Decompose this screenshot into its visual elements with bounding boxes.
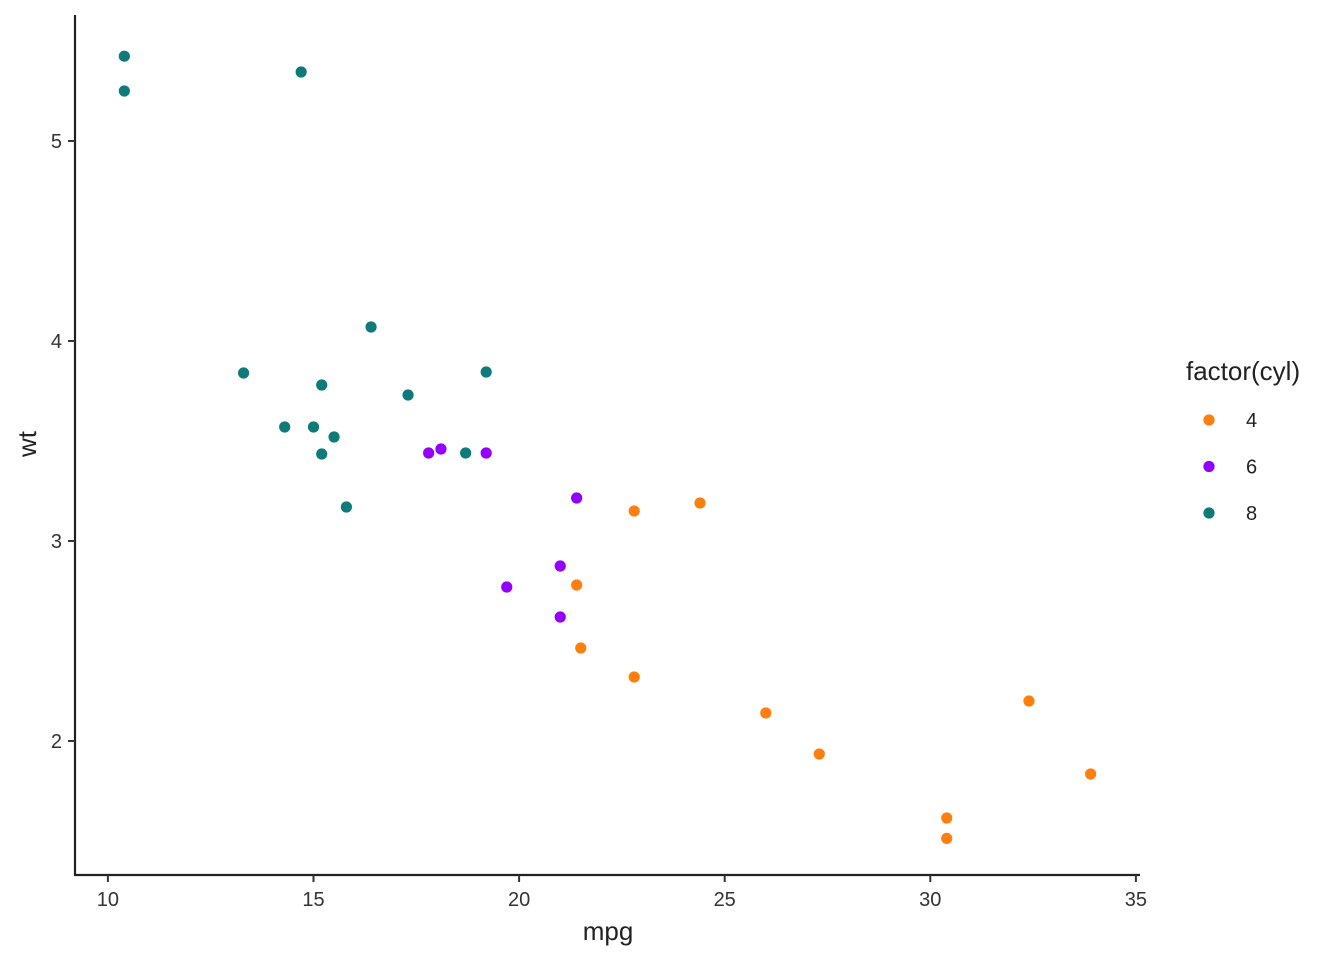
point-cyl-8-8 — [328, 431, 340, 443]
point-cyl-4-6 — [575, 642, 587, 654]
legend-label-4: 4 — [1246, 410, 1257, 432]
point-cyl-4-8 — [760, 707, 772, 719]
legend-title: factor(cyl) — [1186, 356, 1300, 386]
point-cyl-4-9 — [941, 832, 953, 845]
point-cyl-8-2 — [365, 321, 377, 333]
point-cyl-4-1 — [694, 497, 706, 509]
y-tick-label-4: 4 — [51, 331, 62, 353]
x-axis-ticks: 10 15 20 25 30 35 — [97, 875, 1147, 911]
y-axis-title: wt — [12, 430, 42, 458]
legend-key-6 — [1203, 460, 1215, 473]
legend-key-8 — [1203, 507, 1215, 519]
x-tick-label-30: 30 — [919, 889, 941, 911]
point-cyl-6-2 — [571, 492, 583, 504]
point-cyl-4-4 — [941, 812, 953, 824]
point-cyl-8-7 — [295, 66, 307, 78]
point-cyl-8-10 — [237, 367, 250, 379]
point-cyl-8-12 — [340, 501, 352, 513]
point-cyl-6-4 — [480, 447, 492, 459]
y-tick-label-5: 5 — [51, 131, 62, 153]
point-cyl-6-3 — [435, 443, 447, 455]
point-cyl-4-3 — [1023, 695, 1035, 707]
point-cyl-6-1 — [554, 560, 566, 572]
point-cyl-4-0 — [628, 671, 640, 683]
point-cyl-4-2 — [628, 505, 640, 517]
legend-label-8: 8 — [1246, 503, 1257, 525]
plot-area: 10 15 20 25 30 35 2 3 4 5 — [51, 15, 1147, 911]
x-tick-label-25: 25 — [714, 889, 736, 911]
point-cyl-8-5 — [118, 85, 130, 97]
legend: factor(cyl) 4 6 8 — [1186, 356, 1300, 525]
point-cyl-8-4 — [316, 379, 328, 391]
point-cyl-6-6 — [501, 581, 513, 593]
point-cyl-8-9 — [316, 448, 328, 460]
point-cyl-8-3 — [402, 389, 414, 401]
point-cyl-4-5 — [1085, 768, 1097, 780]
y-axis-ticks: 2 3 4 5 — [51, 131, 75, 753]
point-cyl-6-5 — [423, 447, 435, 459]
y-tick-label-2: 2 — [51, 731, 62, 753]
point-cyl-8-11 — [480, 366, 492, 378]
point-cyl-8-6 — [118, 50, 130, 62]
point-cyl-4-7 — [813, 748, 825, 760]
x-tick-label-35: 35 — [1125, 889, 1147, 911]
point-cyl-8-0 — [460, 447, 472, 459]
legend-label-6: 6 — [1246, 457, 1257, 479]
legend-key-4 — [1203, 414, 1215, 426]
x-tick-label-10: 10 — [97, 889, 119, 911]
points-layer — [118, 50, 1097, 845]
x-tick-label-15: 15 — [302, 889, 324, 911]
point-cyl-8-1 — [279, 421, 291, 433]
point-cyl-6-0 — [554, 611, 566, 623]
x-tick-label-20: 20 — [508, 889, 530, 911]
x-axis-title: mpg — [583, 916, 634, 946]
point-cyl-8-13 — [307, 421, 320, 433]
point-cyl-4-10 — [571, 579, 583, 591]
y-tick-label-3: 3 — [51, 531, 62, 553]
legend-items: 4 6 8 — [1203, 410, 1257, 525]
